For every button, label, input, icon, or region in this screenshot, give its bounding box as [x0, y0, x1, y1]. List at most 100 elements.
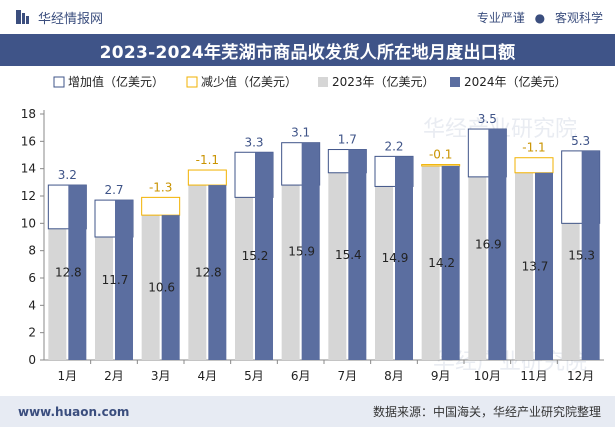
y-tick-label: 16: [21, 134, 36, 148]
x-tick-label: 4月: [198, 369, 218, 383]
legend-swatch-decrease: [186, 76, 198, 88]
x-tick-label: 7月: [338, 369, 358, 383]
change-label: 2.2: [384, 139, 403, 153]
bar-2023: [561, 223, 580, 360]
bar-2024: [68, 185, 87, 360]
legend-label-increase: 增加值（亿美元）: [68, 74, 164, 89]
value-label-2024: 14.9: [382, 251, 409, 265]
bar-2023: [328, 172, 347, 360]
value-label-2024: 16.9: [475, 238, 502, 252]
value-label-2024: 10.6: [148, 281, 175, 295]
value-label-2024: 15.3: [568, 248, 595, 262]
bar-2024: [208, 185, 227, 360]
bar-2024: [301, 142, 320, 360]
change-box-decrease: [141, 196, 181, 216]
legend-label-decrease: 减少值（亿美元）: [201, 74, 297, 89]
bar-2023: [48, 228, 67, 360]
data-labels: 3.2 12.8 2.7 11.7 -1.3 10.6 -1.1 12.8 3.3 15.2 3.1…: [55, 112, 595, 295]
value-label-2024: 15.2: [242, 249, 269, 263]
bar-2023: [95, 237, 113, 360]
tag-objective: 客观科学: [554, 10, 603, 25]
y-tick-label: 10: [21, 216, 36, 230]
bar-2024: [441, 165, 460, 360]
title-band: 2023-2024年芜湖市商品收发货人所在地月度出口额: [0, 34, 615, 66]
value-label-2024: 13.7: [522, 259, 549, 273]
value-label-2024: 15.4: [335, 248, 362, 262]
bar-2024: [115, 200, 133, 360]
footer-source: 数据来源：中国海关，华经产业研究院整理: [372, 405, 601, 419]
legend-swatch-2024: [450, 77, 460, 87]
bar-2024: [255, 152, 273, 360]
change-box-decrease: [187, 169, 227, 186]
x-tick-label: 12月: [567, 369, 594, 383]
header-tags: 专业严谨 ● 客观科学: [477, 9, 603, 26]
x-tick-label: 5月: [244, 369, 264, 383]
change-box-decrease: [514, 157, 554, 174]
legend-label-2023: 2023年（亿美元）: [332, 74, 435, 89]
y-tick-label: 4: [28, 298, 36, 312]
bar-2023: [188, 170, 207, 360]
bar-2023: [421, 164, 440, 360]
bar-2023: [468, 176, 487, 360]
bar-2024: [581, 150, 600, 360]
value-label-2024: 14.2: [428, 256, 455, 270]
x-tick-label: 6月: [291, 369, 311, 383]
change-label: -1.3: [149, 180, 172, 194]
value-label-2024: 12.8: [195, 266, 222, 280]
change-label: 3.3: [244, 135, 263, 149]
x-tick-label: 11月: [520, 369, 547, 383]
y-tick-label: 12: [21, 189, 36, 203]
change-box-decrease: [421, 164, 461, 167]
bar-2024: [348, 149, 367, 360]
axes: 0 2 4 6 8 10 12 14 16 18 1月 2月 3月 4月 5月 6月 7月 8月 9月 10月 11月 1…: [21, 107, 604, 383]
bar-2024: [535, 172, 553, 360]
legend: 增加值（亿美元） 减少值（亿美元） 2023年（亿美元） 2024年（亿美元）: [53, 74, 567, 89]
change-label: -1.1: [196, 153, 219, 167]
legend-swatch-increase: [53, 76, 65, 88]
x-tick-label: 2月: [104, 369, 124, 383]
y-tick-label: 6: [28, 271, 36, 285]
change-label: -1.1: [522, 141, 545, 155]
change-label: -0.1: [429, 148, 452, 162]
footer-url: www.huaon.com: [18, 404, 130, 419]
change-label: 3.1: [291, 126, 310, 140]
value-label-2024: 15.9: [288, 244, 315, 258]
bars: [47, 128, 601, 360]
brand-name: 华经情报网: [38, 11, 104, 27]
brand: 华经情报网: [16, 8, 103, 27]
x-tick-label: 1月: [58, 369, 78, 383]
footer: www.huaon.com 数据来源：中国海关，华经产业研究院整理: [0, 396, 615, 427]
legend-label-2024: 2024年（亿美元）: [464, 74, 567, 89]
y-tick-label: 14: [21, 162, 36, 176]
y-tick-label: 18: [21, 107, 36, 121]
value-label-2024: 12.8: [55, 266, 82, 280]
legend-swatch-2023: [318, 77, 328, 87]
y-tick-label: 8: [28, 244, 36, 258]
change-label: 3.5: [478, 112, 497, 126]
bar-2023: [375, 186, 393, 360]
change-label: 5.3: [571, 134, 590, 148]
brand-logo-icon: [16, 10, 29, 24]
value-label-2024: 11.7: [102, 273, 129, 287]
bar-2023: [515, 157, 533, 360]
bar-2024: [395, 156, 413, 360]
x-tick-label: 9月: [431, 369, 451, 383]
y-tick-label: 0: [28, 353, 36, 367]
change-label: 3.2: [58, 168, 77, 182]
change-label: 1.7: [338, 133, 357, 147]
top-bar: 华经情报网 专业严谨 ● 客观科学: [0, 0, 615, 34]
y-tick-label: 2: [28, 326, 36, 340]
bar-2023: [235, 197, 253, 360]
tag-separator: ●: [534, 10, 546, 25]
bar-2024: [488, 129, 507, 360]
chart-area: 华经产业研究院 华经产业研究院 增加值（亿美元） 减少值（亿美元） 2023年（…: [21, 74, 604, 383]
x-tick-label: 8月: [384, 369, 404, 383]
chart-title: 2023-2024年芜湖市商品收发货人所在地月度出口额: [99, 42, 516, 63]
bar-2024: [161, 215, 180, 360]
tag-professional: 专业严谨: [476, 10, 525, 25]
x-tick-label: 3月: [151, 369, 171, 383]
bar-2023: [281, 185, 300, 360]
change-label: 2.7: [104, 183, 123, 197]
x-tick-label: 10月: [474, 369, 501, 383]
bar-2023: [141, 197, 160, 360]
